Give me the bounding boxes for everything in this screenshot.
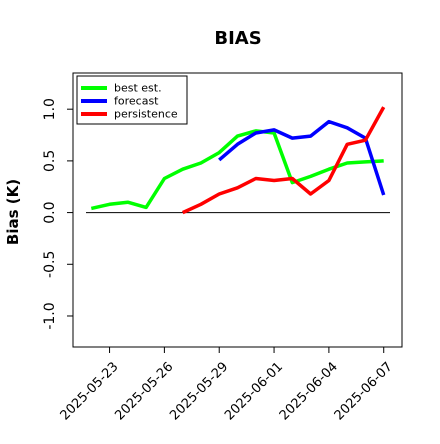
x-tick-label: 2025-06-04: [277, 359, 341, 423]
chart-title: BIAS: [214, 28, 261, 49]
y-axis-label: Bias (K): [4, 179, 22, 245]
axis-ticks: -1.0-0.50.00.51.02025-05-232025-05-26202…: [42, 98, 396, 423]
legend-label: best est.: [114, 82, 162, 95]
y-tick-label: -1.0: [42, 302, 58, 329]
series-layer: [90, 106, 386, 215]
x-tick-label: 2025-05-26: [112, 359, 176, 423]
plot-frame: [72, 72, 403, 348]
x-tick-label: 2025-06-07: [332, 359, 396, 423]
y-tick-label: 0.5: [42, 150, 58, 172]
series-line-persistence: [181, 106, 386, 215]
y-tick-label: 0.0: [42, 201, 58, 223]
legend-label: persistence: [114, 108, 178, 121]
y-tick-label: -0.5: [42, 251, 58, 278]
y-tick-label: 1.0: [42, 98, 58, 120]
series-line-forecast: [218, 119, 386, 196]
legend-label: forecast: [114, 95, 159, 108]
